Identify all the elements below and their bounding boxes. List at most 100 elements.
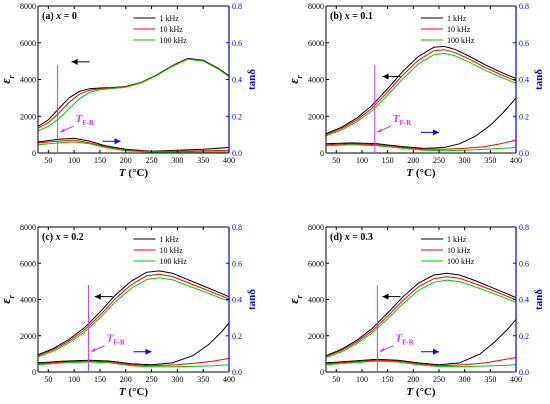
y-right-tick-label: 0.0 xyxy=(519,149,529,158)
series-line-right-4 xyxy=(326,139,516,150)
series-line-right-5 xyxy=(38,141,229,153)
y-right-tick-label: 0.8 xyxy=(519,2,529,11)
tfr-arrow-head xyxy=(59,128,65,133)
y-left-tick-label: 4000 xyxy=(20,76,36,85)
y-right-axis-label: tanδ xyxy=(246,289,258,310)
series-line-left-2 xyxy=(38,277,229,358)
y-right-axis-label: tanδ xyxy=(533,69,545,90)
x-axis-label: T (°C) xyxy=(119,167,148,179)
series-line-right-3 xyxy=(38,137,229,152)
y-left-tick-label: 2000 xyxy=(20,112,36,121)
series-line-right-5 xyxy=(326,144,516,152)
x-tick-label: 150 xyxy=(382,156,394,165)
legend-label: 100 kHz xyxy=(160,257,188,266)
x-tick-label: 200 xyxy=(120,375,132,384)
series-line-right-3 xyxy=(326,319,516,366)
legend-label: 1 kHz xyxy=(447,14,467,23)
y-right-tick-label: 0.4 xyxy=(232,76,242,85)
left-axis-arrow-head xyxy=(382,73,389,80)
x-tick-label: 100 xyxy=(356,156,368,165)
x-tick-label: 250 xyxy=(146,156,158,165)
tfr-annotation: TF-R xyxy=(393,113,412,127)
y-left-tick-label: 2000 xyxy=(308,112,324,121)
series-line-left-2 xyxy=(38,58,229,132)
y-right-tick-label: 0.2 xyxy=(519,332,529,341)
y-left-tick-label: 2000 xyxy=(20,332,36,341)
y-left-axis-label: εr xyxy=(0,74,16,83)
x-tick-label: 350 xyxy=(197,375,209,384)
series-line-left-0 xyxy=(38,270,229,356)
y-right-tick-label: 0.8 xyxy=(232,2,242,11)
y-right-tick-label: 0.2 xyxy=(232,112,242,121)
chart-panel-b: 50 100 150 200 250 300 350 40002000400060008000… xyxy=(286,2,545,179)
y-left-tick-label: 8000 xyxy=(308,223,324,232)
x-tick-label: 400 xyxy=(223,156,235,165)
series-line-right-5 xyxy=(326,360,516,368)
tfr-arrow-head xyxy=(379,347,385,352)
y-right-tick-label: 0.0 xyxy=(519,368,529,377)
y-right-tick-label: 0.0 xyxy=(232,149,242,158)
chart-panel-a: 50 100 150 200 250 300 350 40002000400060008000… xyxy=(0,2,258,179)
y-left-axis-label: εr xyxy=(286,294,304,303)
legend-label: 10 kHz xyxy=(160,25,184,34)
y-right-tick-label: 0.0 xyxy=(232,368,242,377)
y-right-tick-label: 0.8 xyxy=(519,223,529,232)
panel-label: (d) x = 0.3 xyxy=(330,232,373,243)
x-tick-label: 300 xyxy=(459,156,471,165)
y-left-axis-label: εr xyxy=(286,74,304,83)
x-tick-label: 250 xyxy=(433,375,445,384)
series-line-right-4 xyxy=(38,357,229,367)
y-left-tick-label: 8000 xyxy=(20,223,36,232)
y-left-tick-label: 0 xyxy=(320,368,324,377)
series-line-left-0 xyxy=(326,45,516,135)
series-group xyxy=(326,45,516,152)
series-line-left-1 xyxy=(38,273,229,357)
legend-label: 1 kHz xyxy=(160,14,180,23)
x-tick-label: 250 xyxy=(146,375,158,384)
y-right-tick-label: 0.6 xyxy=(519,39,529,48)
tfr-arrow-head xyxy=(90,347,96,352)
series-line-left-2 xyxy=(326,279,516,358)
x-tick-label: 100 xyxy=(68,375,80,384)
chart-panel-c: 50 100 150 200 250 300 350 40002000400060008000… xyxy=(0,223,258,398)
y-right-tick-label: 0.2 xyxy=(232,332,242,341)
x-tick-label: 300 xyxy=(459,375,471,384)
x-tick-label: 50 xyxy=(44,375,52,384)
series-group xyxy=(38,57,229,153)
left-axis-arrow-head xyxy=(382,293,389,300)
legend-label: 1 kHz xyxy=(160,235,180,244)
legend-label: 1 kHz xyxy=(447,235,467,244)
legend-label: 10 kHz xyxy=(447,246,471,255)
tfr-annotation: TF-R xyxy=(76,113,95,127)
legend-label: 100 kHz xyxy=(447,36,475,45)
right-axis-arrow-head xyxy=(433,129,439,136)
right-axis-arrow-head xyxy=(433,348,439,355)
x-tick-label: 350 xyxy=(484,375,496,384)
x-tick-label: 150 xyxy=(94,156,106,165)
right-axis-arrow-head xyxy=(114,138,121,145)
chart-panel-d: 50 100 150 200 250 300 350 40002000400060008000… xyxy=(286,223,545,398)
x-tick-label: 400 xyxy=(223,375,235,384)
y-left-tick-label: 0 xyxy=(320,149,324,158)
x-tick-label: 150 xyxy=(382,375,394,384)
x-tick-label: 300 xyxy=(171,156,183,165)
x-tick-label: 50 xyxy=(44,156,52,165)
x-tick-label: 200 xyxy=(407,375,419,384)
y-left-axis-label: εr xyxy=(0,294,16,303)
tfr-arrow-head xyxy=(376,128,382,133)
panel-label: (b) x = 0.1 xyxy=(330,11,373,22)
x-tick-label: 200 xyxy=(407,156,419,165)
legend-label: 100 kHz xyxy=(160,36,188,45)
series-line-left-2 xyxy=(326,52,516,137)
left-axis-arrow-head xyxy=(71,58,78,65)
y-left-tick-label: 4000 xyxy=(20,296,36,305)
x-tick-label: 100 xyxy=(356,375,368,384)
y-right-tick-label: 0.4 xyxy=(519,296,529,305)
y-right-tick-label: 0.6 xyxy=(232,39,242,48)
x-tick-label: 350 xyxy=(484,156,496,165)
series-line-right-4 xyxy=(326,357,516,367)
y-right-tick-label: 0.6 xyxy=(232,259,242,268)
x-tick-label: 50 xyxy=(332,375,340,384)
x-tick-label: 50 xyxy=(332,156,340,165)
